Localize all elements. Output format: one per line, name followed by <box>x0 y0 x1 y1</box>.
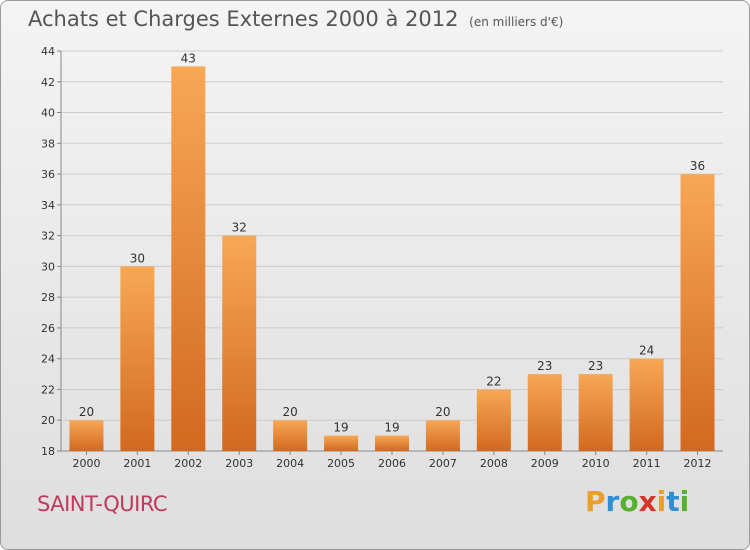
bar-value-label: 19 <box>384 421 399 435</box>
bar <box>324 435 359 451</box>
title-text: Achats et Charges Externes 2000 à 2012 <box>28 7 459 31</box>
logo-letter: t <box>666 485 680 518</box>
bar-value-label: 23 <box>588 359 603 373</box>
bar-value-label: 20 <box>79 405 94 419</box>
y-tick-label: 22 <box>41 383 55 396</box>
y-tick-label: 42 <box>41 76 55 89</box>
bar <box>69 420 104 451</box>
y-tick-label: 18 <box>41 445 55 458</box>
commune-name: SAINT-QUIRC <box>37 492 168 516</box>
y-tick-label: 44 <box>41 45 55 58</box>
title-unit: (en milliers d'€) <box>469 15 564 29</box>
bar-value-label: 19 <box>333 421 348 435</box>
bar-value-label: 20 <box>435 405 450 419</box>
y-tick-label: 28 <box>41 291 55 304</box>
y-tick-label: 36 <box>41 168 55 181</box>
x-tick-label: 2010 <box>582 457 610 470</box>
bar <box>680 174 715 452</box>
proxiti-logo: Proxiti <box>585 485 689 518</box>
x-tick-label: 2004 <box>276 457 304 470</box>
logo-letter: i <box>679 485 690 518</box>
y-tick-label: 30 <box>41 260 55 273</box>
bar <box>425 420 460 451</box>
bar <box>120 266 155 451</box>
bar-value-label: 23 <box>537 359 552 373</box>
logo-letter: o <box>619 485 639 518</box>
x-tick-label: 2012 <box>684 457 712 470</box>
logo-letter: x <box>638 485 657 518</box>
bar-value-label: 43 <box>181 51 196 65</box>
bar <box>375 435 409 451</box>
y-tick-label: 34 <box>41 199 55 212</box>
y-tick-label: 26 <box>41 322 55 335</box>
bar <box>171 66 206 451</box>
y-tick-label: 38 <box>41 137 55 150</box>
x-tick-label: 2002 <box>174 457 202 470</box>
bar-value-label: 22 <box>486 374 501 388</box>
bar <box>273 420 308 451</box>
x-tick-label: 2007 <box>429 457 457 470</box>
logo-letter: r <box>605 485 620 518</box>
bar <box>578 374 613 451</box>
bar <box>476 389 511 451</box>
x-tick-label: 2008 <box>480 457 508 470</box>
y-tick-label: 20 <box>41 414 55 427</box>
bar <box>527 374 562 451</box>
x-tick-label: 2000 <box>72 457 100 470</box>
y-tick-label: 32 <box>41 230 55 243</box>
logo-letter: i <box>656 485 667 518</box>
bar-value-label: 20 <box>283 405 298 419</box>
x-tick-label: 2006 <box>378 457 406 470</box>
bar-value-label: 36 <box>690 159 705 173</box>
x-tick-label: 2001 <box>123 457 151 470</box>
bar <box>222 235 257 451</box>
x-tick-label: 2009 <box>531 457 559 470</box>
logo-letter: P <box>585 485 606 518</box>
y-tick-label: 24 <box>41 353 55 366</box>
x-tick-label: 2011 <box>633 457 661 470</box>
bar-value-label: 30 <box>130 251 145 265</box>
x-tick-label: 2003 <box>225 457 253 470</box>
bar <box>629 358 664 451</box>
y-tick-label: 40 <box>41 107 55 120</box>
x-tick-label: 2005 <box>327 457 355 470</box>
bar-value-label: 32 <box>232 221 247 235</box>
chart-title: Achats et Charges Externes 2000 à 2012 (… <box>28 7 563 31</box>
bar-value-label: 24 <box>639 344 654 358</box>
